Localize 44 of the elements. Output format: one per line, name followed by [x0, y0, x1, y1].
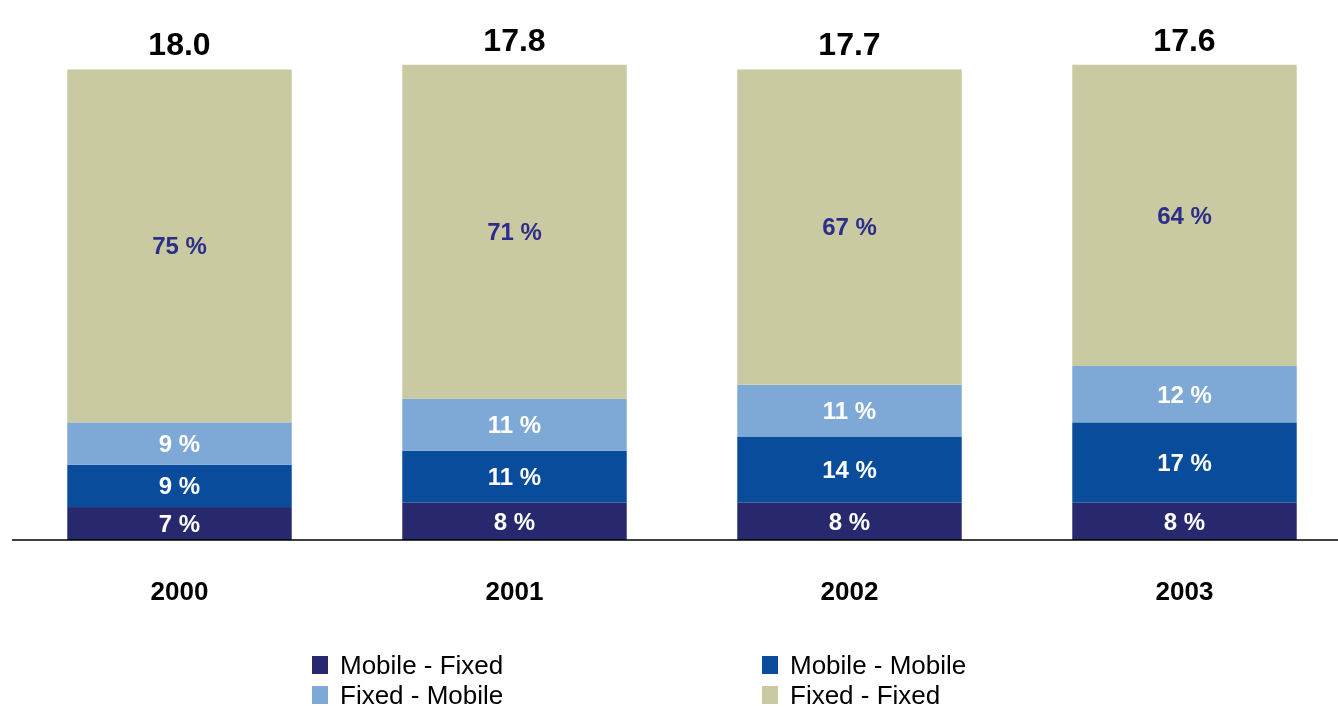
text: 17.6 [1153, 21, 1216, 58]
text: 17.8 [483, 21, 546, 58]
legend-label: Fixed - Mobile [340, 680, 504, 709]
text: 18.0 [148, 26, 211, 63]
bar [737, 502, 962, 540]
data-label: 64 % [1157, 201, 1212, 229]
data-label: 8 % [1163, 507, 1206, 535]
data-label: 9 % [158, 472, 201, 500]
data-label: 7 % [158, 509, 201, 537]
x-tick-label: 2001 [485, 576, 544, 606]
data-label: 8 % [828, 507, 871, 535]
data-label: 14 % [822, 455, 877, 483]
bar [402, 398, 627, 451]
bar [402, 64, 627, 399]
data-label: 12 % [1157, 380, 1212, 408]
bar [1072, 502, 1297, 540]
data-label: 75 % [152, 232, 207, 260]
bar [67, 69, 292, 423]
x-tick-label: 2002 [820, 576, 879, 606]
bar [67, 422, 292, 465]
bar [402, 450, 627, 503]
legend-label: Fixed - Fixed [790, 680, 941, 709]
bar [1072, 422, 1297, 503]
bar [737, 69, 962, 385]
data-label: 9 % [158, 429, 201, 457]
data-label: 71 % [487, 218, 542, 246]
bar [402, 502, 627, 540]
legend-label: Mobile - Fixed [340, 650, 504, 681]
data-label: 17 % [1157, 448, 1212, 476]
text: 17.7 [818, 26, 881, 63]
data-label: 11 % [822, 397, 877, 424]
bar [67, 464, 292, 508]
legend-label: Mobile - Mobile [790, 650, 967, 681]
bar [1072, 365, 1297, 423]
bar [1072, 64, 1297, 366]
data-label: 8 % [493, 507, 536, 535]
bar [67, 507, 292, 540]
data-label: 67 % [822, 213, 877, 241]
data-label: 11 % [487, 462, 542, 490]
data-label: 11 % [487, 411, 542, 439]
bar [737, 384, 962, 437]
bar [737, 436, 962, 503]
x-tick-label: 2003 [1155, 576, 1214, 606]
x-tick-label: 2000 [150, 576, 209, 606]
